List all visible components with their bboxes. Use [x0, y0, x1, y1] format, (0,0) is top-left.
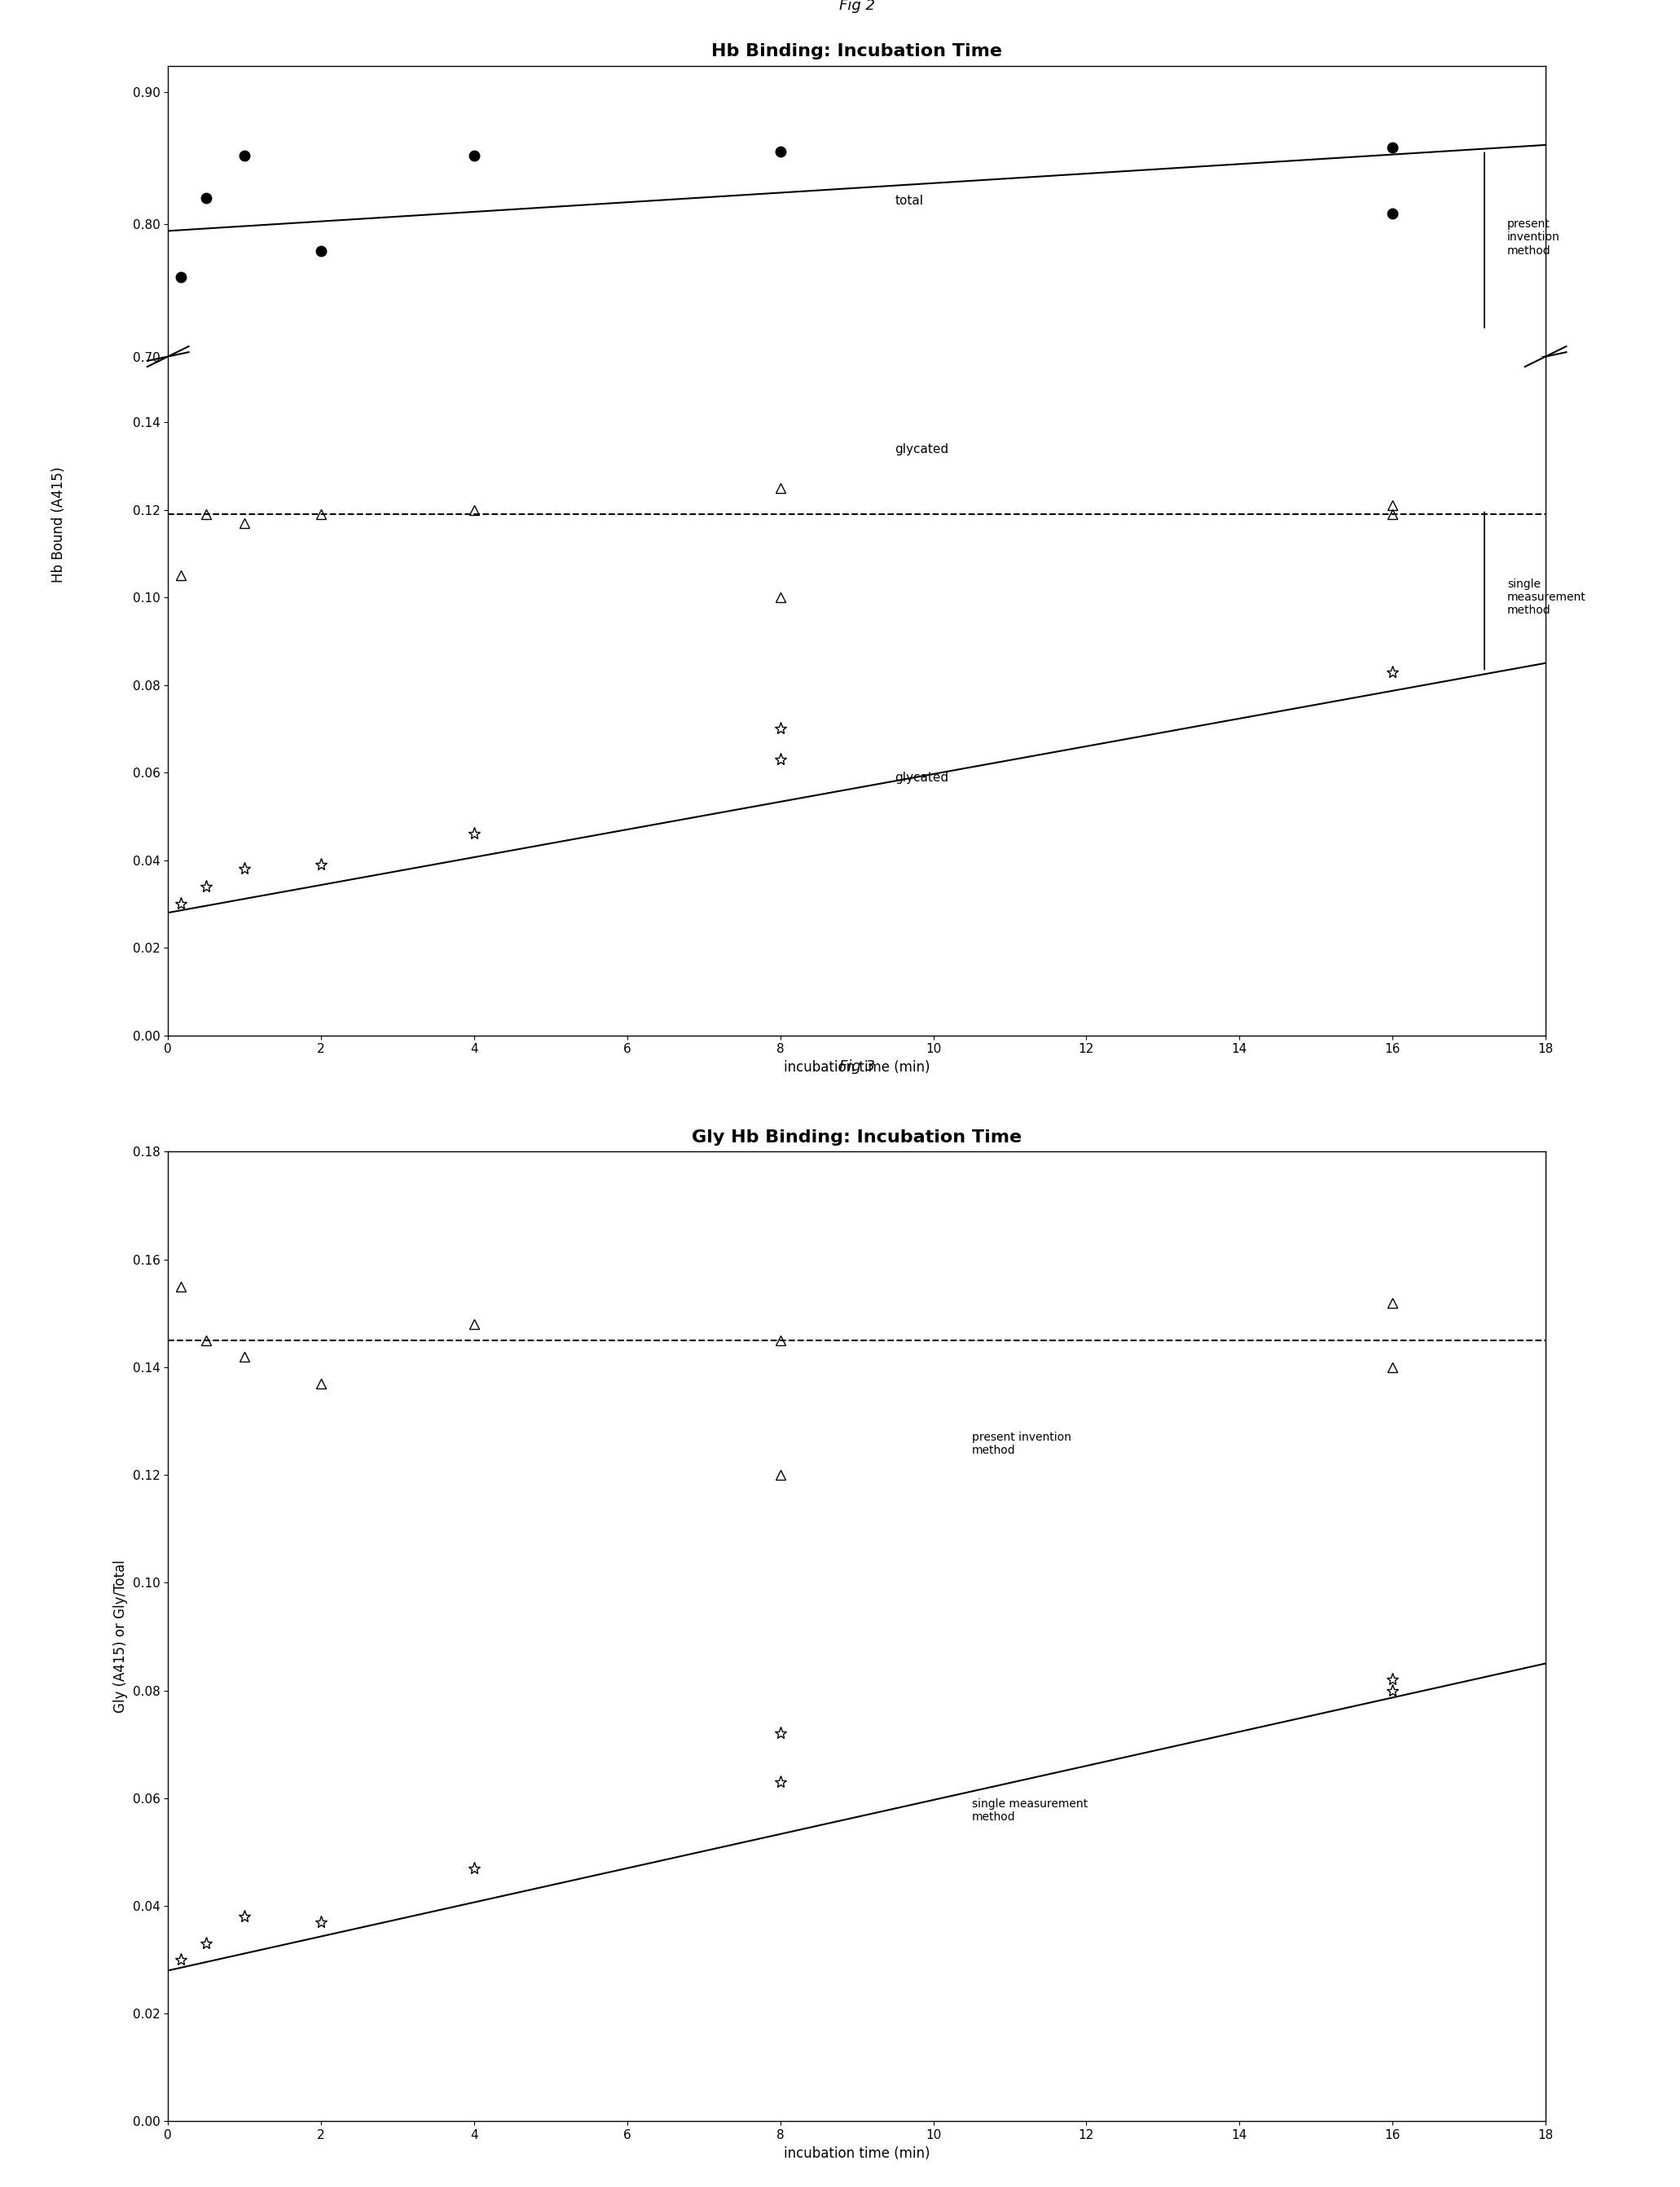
- Title: Gly Hb Binding: Incubation Time: Gly Hb Binding: Incubation Time: [692, 1131, 1021, 1146]
- Text: total: total: [895, 195, 924, 208]
- Text: single measurement
method: single measurement method: [971, 1798, 1087, 1822]
- Text: Fig 2: Fig 2: [838, 0, 875, 13]
- X-axis label: incubation time (min): incubation time (min): [783, 1061, 931, 1074]
- Text: Hb Bound (A415): Hb Bound (A415): [52, 466, 66, 584]
- Text: present
invention
method: present invention method: [1507, 219, 1561, 256]
- Text: glycated: glycated: [895, 772, 949, 783]
- Y-axis label: Gly (A415) or Gly/Total: Gly (A415) or Gly/Total: [113, 1559, 128, 1712]
- Text: present invention
method: present invention method: [971, 1432, 1070, 1457]
- Text: glycated: glycated: [895, 444, 949, 455]
- Title: Hb Binding: Incubation Time: Hb Binding: Incubation Time: [711, 44, 1003, 59]
- Text: single
measurement
method: single measurement method: [1507, 580, 1586, 617]
- Text: Fig 3: Fig 3: [838, 1059, 875, 1074]
- X-axis label: incubation time (min): incubation time (min): [783, 2145, 931, 2161]
